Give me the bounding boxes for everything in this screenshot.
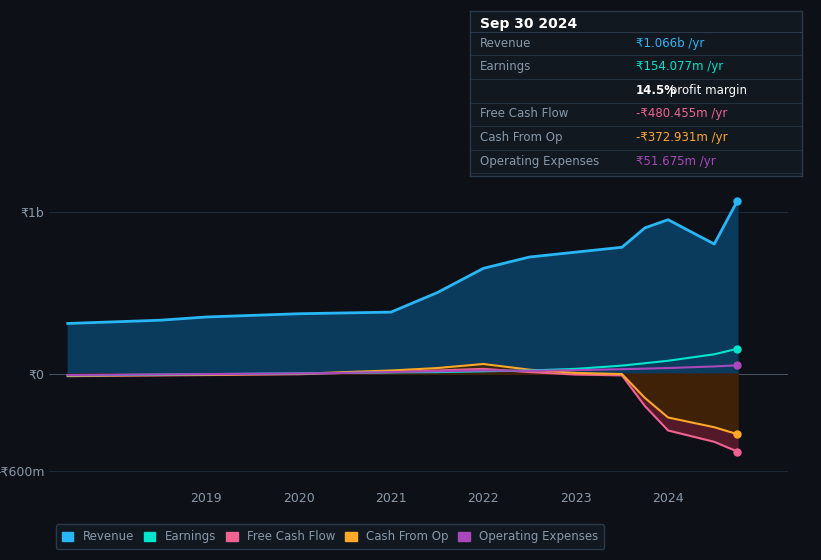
Text: -₹372.931m /yr: -₹372.931m /yr <box>635 131 727 144</box>
Text: profit margin: profit margin <box>666 84 747 97</box>
Text: Earnings: Earnings <box>479 60 531 73</box>
Text: Revenue: Revenue <box>479 36 531 50</box>
Text: 14.5%: 14.5% <box>635 84 677 97</box>
Text: Sep 30 2024: Sep 30 2024 <box>479 17 577 31</box>
Text: Free Cash Flow: Free Cash Flow <box>479 108 568 120</box>
Text: ₹154.077m /yr: ₹154.077m /yr <box>635 60 723 73</box>
Text: Cash From Op: Cash From Op <box>479 131 562 144</box>
Text: ₹1.066b /yr: ₹1.066b /yr <box>635 36 704 50</box>
Text: ₹51.675m /yr: ₹51.675m /yr <box>635 155 716 167</box>
Legend: Revenue, Earnings, Free Cash Flow, Cash From Op, Operating Expenses: Revenue, Earnings, Free Cash Flow, Cash … <box>56 524 604 549</box>
Text: Operating Expenses: Operating Expenses <box>479 155 599 167</box>
Text: -₹480.455m /yr: -₹480.455m /yr <box>635 108 727 120</box>
